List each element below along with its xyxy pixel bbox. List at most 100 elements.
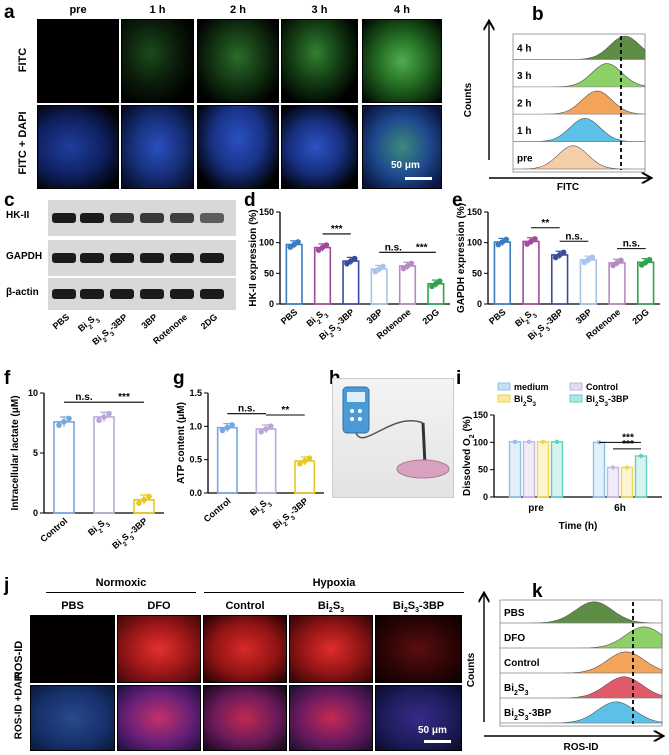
data-point xyxy=(96,417,102,424)
micrograph-fitc-3h xyxy=(281,19,358,103)
y-axis-label: ATP content (μM) xyxy=(176,402,187,484)
significance-label: n.s. xyxy=(238,404,255,415)
y-tick-label: 0.0 xyxy=(189,488,202,498)
micrograph-fitc-4h xyxy=(362,19,442,103)
data-point xyxy=(614,260,620,266)
significance-label: *** xyxy=(331,224,343,235)
data-point xyxy=(101,414,107,420)
y-tick-label: 150 xyxy=(473,410,488,420)
blot-band-1-3bp xyxy=(140,253,164,263)
col-header-pre: pre xyxy=(69,4,87,16)
panel-k-histogram: PBS DFO Control Bi2S3 Bi2S3-3BP Counts ROS-I… xyxy=(466,590,668,752)
x-tick-label-3bp: 3BP xyxy=(365,307,385,326)
panel-label-g: g xyxy=(173,368,185,389)
blot-band-1-pbs xyxy=(52,253,76,263)
data-point xyxy=(219,427,226,434)
micrograph-rosid-dapi-bi2s3 xyxy=(289,685,373,751)
micrograph-fitc-dapi-pre xyxy=(37,105,119,189)
scale-bar-j xyxy=(424,740,451,743)
blot-band-1-rotenone xyxy=(170,253,194,263)
data-point xyxy=(532,236,538,242)
micrograph-rosid-dapi-dfo xyxy=(117,685,201,751)
data-point xyxy=(306,455,313,461)
data-point xyxy=(56,422,62,428)
b-ylabel: Counts xyxy=(463,82,474,117)
data-point xyxy=(646,256,653,263)
lane-label-3bp: 3BP xyxy=(139,312,159,331)
x-tick-label-6h: 6h xyxy=(614,503,626,514)
data-point xyxy=(589,254,596,261)
y-axis-label: Intracellular lactate (μM) xyxy=(10,395,21,510)
panel-h-illustration xyxy=(332,378,454,498)
y-tick-label: 100 xyxy=(473,437,488,447)
x-tick-label-bi2s3: Bi2S3 xyxy=(86,516,112,541)
bar-pbs xyxy=(493,241,512,305)
legend-label-medium: medium xyxy=(514,382,549,392)
data-point xyxy=(618,257,624,264)
data-point xyxy=(556,252,563,258)
data-point xyxy=(540,439,546,444)
y-tick-label: 0 xyxy=(483,492,488,502)
bar-6h-medium xyxy=(592,441,606,498)
hist-label-2-h: 2 h xyxy=(517,99,531,110)
legend-swatch-bi2s3-3bp xyxy=(569,394,583,403)
significance-label: *** xyxy=(622,432,634,443)
data-point xyxy=(495,241,502,248)
data-point xyxy=(380,263,386,270)
x-tick-label-3bp: 3BP xyxy=(574,307,594,326)
data-point xyxy=(581,259,588,266)
bar-pbs xyxy=(285,243,303,305)
bar-6h-control xyxy=(606,466,620,498)
bar-2dg xyxy=(636,261,655,305)
blot-band-2-bi2s3-3bp xyxy=(110,289,134,299)
significance-label: *** xyxy=(622,439,634,450)
blot-band-0-bi2s3-3bp xyxy=(110,213,134,223)
hist-label-1-h: 1 h xyxy=(517,126,531,137)
data-point xyxy=(524,241,530,247)
micrograph-rosid-dapi-pbs xyxy=(30,685,115,751)
micrograph-fitc-2h xyxy=(197,19,279,103)
blot-band-2-bi2s3 xyxy=(80,289,104,299)
bar-pre-control xyxy=(522,441,536,498)
col-header-bi2s3-3bp: Bi2S3-3BP xyxy=(392,600,445,615)
y-tick-label: 50 xyxy=(472,268,482,278)
data-point xyxy=(351,255,358,262)
y-tick-label: 100 xyxy=(467,238,482,248)
blot-band-0-3bp xyxy=(140,213,164,223)
blot-band-1-bi2s3 xyxy=(80,253,104,263)
significance-label: n.s. xyxy=(565,231,582,242)
hist-label-4-h: 4 h xyxy=(517,44,531,55)
y-tick-label: 5 xyxy=(33,448,38,458)
scale-bar-a xyxy=(405,177,432,180)
band-label-bactin: β-actin xyxy=(6,287,39,298)
panel-label-b: b xyxy=(532,4,544,25)
hist-label-dfo: DFO xyxy=(504,633,525,644)
y-tick-label: 0.5 xyxy=(189,455,202,465)
data-point xyxy=(408,260,415,267)
data-point xyxy=(638,262,645,268)
hist-3-h xyxy=(513,63,646,88)
data-point xyxy=(560,249,567,256)
bar-bi2s3-3bp xyxy=(550,254,569,305)
col-header-bi2s3: Bi2S3 xyxy=(317,600,345,615)
col-header-3h: 3 h xyxy=(311,4,328,16)
y-tick-label: 50 xyxy=(478,465,488,475)
petri-dish-icon xyxy=(396,459,450,479)
y-axis-label: HK-II expression (%) xyxy=(248,209,259,306)
y-tick-label: 10 xyxy=(28,388,38,398)
panel-label-j: j xyxy=(4,575,10,596)
micrograph-rosid-bi2s3 xyxy=(289,615,373,683)
data-point xyxy=(436,278,443,284)
k-xlabel: ROS-ID xyxy=(564,742,599,752)
blot-band-0-bi2s3 xyxy=(80,213,104,223)
lane-label-2dg: 2DG xyxy=(199,312,220,332)
data-point xyxy=(66,415,72,422)
data-point xyxy=(297,461,303,467)
lane-label-pbs: PBS xyxy=(51,312,72,332)
group-header-hypoxia: Hypoxia xyxy=(312,577,356,589)
blot-band-1-2dg xyxy=(200,253,224,263)
data-point xyxy=(146,493,152,500)
significance-label: *** xyxy=(118,392,130,403)
